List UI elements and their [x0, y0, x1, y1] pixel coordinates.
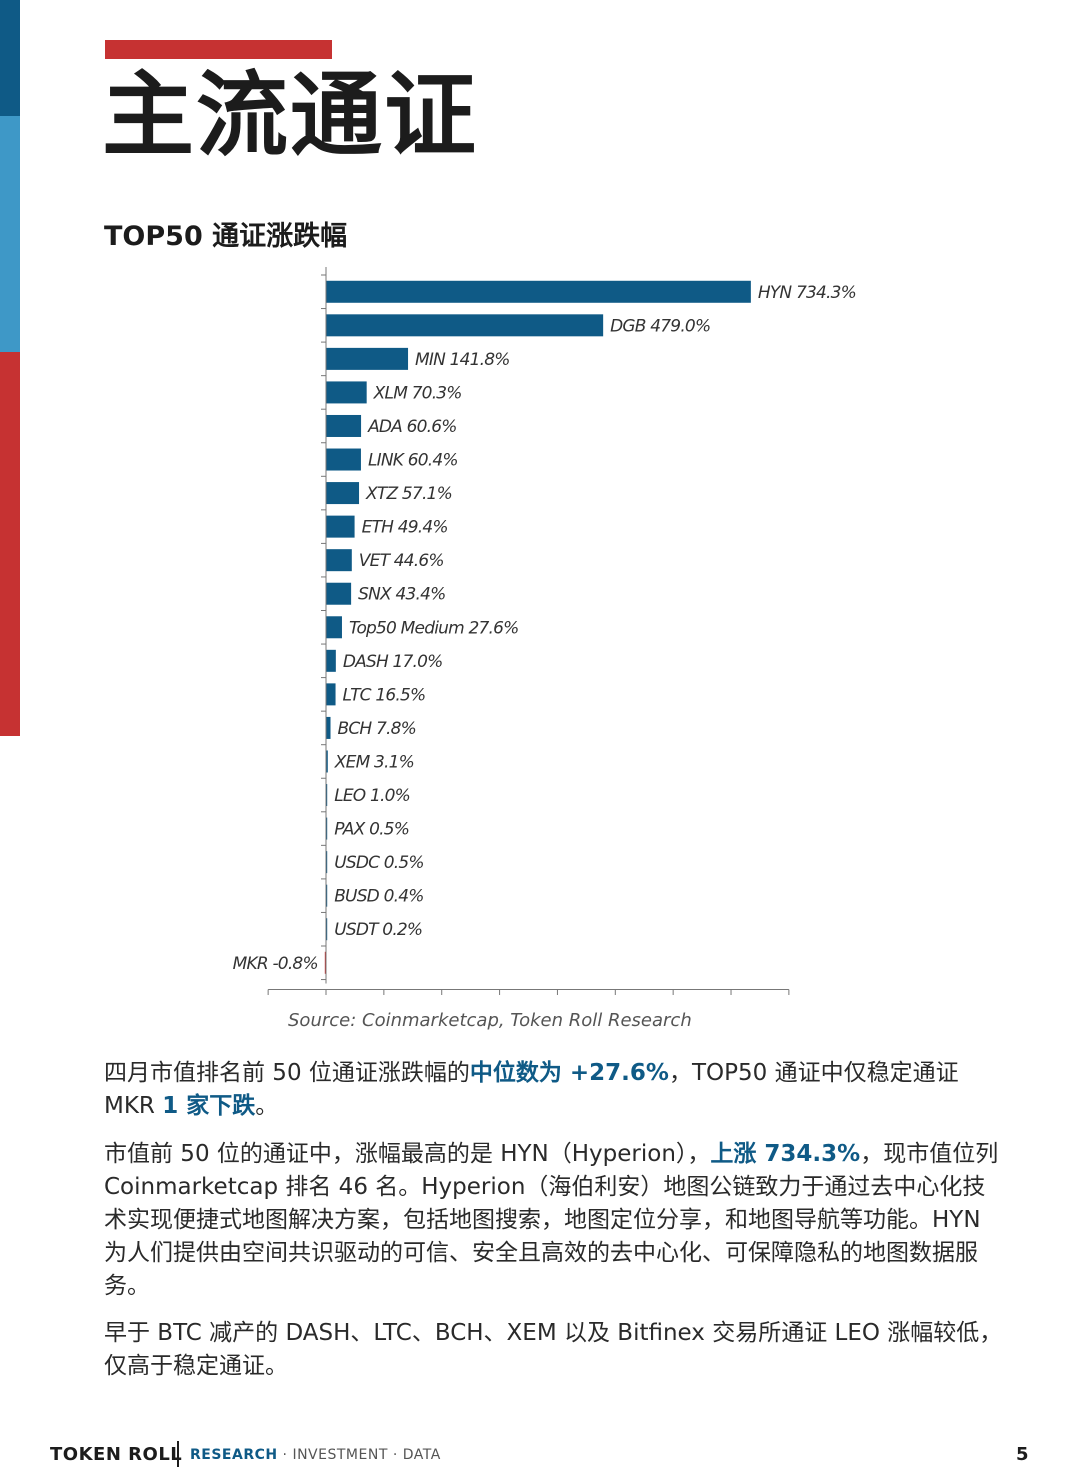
bar-chart: HYN 734.3% DGB 479.0% MIN 141.8% XLM 70.3% A… [233, 267, 857, 995]
bar-usdc [326, 851, 328, 874]
bar-label-top50-medium: Top50 Medium 27.6% [349, 618, 519, 638]
bar-link [326, 448, 361, 471]
bar-ltc [326, 683, 336, 706]
bar-usdt [326, 918, 328, 941]
chart-bars [324, 280, 751, 974]
chart-axes [267, 267, 790, 995]
page-title: 主流通证 [102, 62, 479, 169]
bar-leo [326, 784, 328, 807]
p1-text-a: 四月市值排名前 50 位通证涨跌幅的 [104, 1060, 470, 1086]
chart-source: Source: Coinmarketcap, Token Roll Resear… [288, 1010, 692, 1031]
bar-label-xlm: XLM 70.3% [373, 383, 462, 403]
footer-divider [177, 1441, 179, 1467]
bar-ada [326, 414, 362, 437]
side-stripe-red [0, 352, 20, 736]
bar-top50-medium [326, 616, 342, 639]
bar-bch [326, 716, 331, 739]
footer-brand: TOKEN ROLL [50, 1444, 183, 1465]
bar-label-xtz: XTZ 57.1% [365, 484, 452, 504]
bar-xem [326, 750, 328, 773]
bar-label-snx: SNX 43.4% [358, 585, 445, 605]
footer-tagline: RESEARCH · INVESTMENT · DATA [190, 1447, 441, 1463]
bar-label-link: LINK 60.4% [368, 451, 458, 471]
p1-text-e: 。 [255, 1093, 279, 1119]
bar-label-hyn: HYN 734.3% [758, 283, 856, 303]
chart-labels: HYN 734.3% DGB 479.0% MIN 141.8% XLM 70.3% A… [233, 283, 857, 974]
bar-label-usdt: USDT 0.2% [334, 920, 422, 940]
bar-dgb [326, 314, 604, 337]
p2-text-c: ，现市值位列 Coinmarketcap 排名 46 名。Hyperion（海伯… [104, 1141, 999, 1299]
chart-title: TOP50 通证涨跌幅 [104, 221, 348, 252]
bar-busd [326, 884, 328, 907]
bar-min [326, 347, 409, 370]
bar-label-ada: ADA 60.6% [367, 417, 457, 437]
bar-eth [326, 515, 355, 538]
bar-label-bch: BCH 7.8% [338, 719, 417, 739]
p1-text-c: ，TOP50 通证中仅稳定通证 MKR [104, 1060, 959, 1119]
bar-dash [326, 649, 336, 672]
bar-label-dgb: DGB 479.0% [610, 316, 710, 336]
bar-label-ltc: LTC 16.5% [343, 685, 426, 705]
bar-hyn [326, 280, 751, 303]
p1-highlight-median: 中位数为 +27.6% [469, 1060, 669, 1086]
bar-label-leo: LEO 1.0% [334, 786, 410, 806]
bar-label-vet: VET 44.6% [359, 551, 444, 571]
p2-text-a: 市值前 50 位的通证中，涨幅最高的是 HYN（Hyperion）， [104, 1141, 711, 1167]
bar-vet [326, 549, 352, 572]
bar-label-min: MIN 141.8% [415, 350, 510, 370]
title-accent-bar [105, 40, 332, 59]
bar-label-xem: XEM 3.1% [334, 752, 414, 772]
footer-research: RESEARCH [190, 1447, 278, 1463]
bar-label-busd: BUSD 0.4% [334, 887, 423, 907]
bar-label-dash: DASH 17.0% [343, 652, 443, 672]
bar-label-usdc: USDC 0.5% [334, 853, 424, 873]
footer-tagline-rest: · INVESTMENT · DATA [277, 1447, 441, 1463]
paragraph-halving: 早于 BTC 减产的 DASH、LTC、BCH、XEM 以及 Bitfinex … [104, 1320, 1003, 1379]
paragraph-median: 四月市值排名前 50 位通证涨跌幅的中位数为 +27.6%，TOP50 通证中仅… [104, 1057, 1004, 1123]
page-number: 5 [1016, 1444, 1029, 1465]
p1-highlight-decline: 1 家下跌 [162, 1093, 256, 1119]
paragraph-hyn: 市值前 50 位的通证中，涨幅最高的是 HYN（Hyperion），上涨 734… [104, 1138, 1004, 1303]
bar-snx [326, 582, 352, 605]
bar-pax [326, 817, 328, 840]
p2-highlight-rise: 上涨 734.3% [710, 1141, 861, 1167]
side-stripe-light-blue [0, 116, 20, 352]
page-footer: TOKEN ROLL RESEARCH · INVESTMENT · DATA … [0, 1438, 1080, 1467]
bar-xlm [326, 381, 367, 404]
bar-mkr [324, 951, 326, 974]
bar-label-pax: PAX 0.5% [334, 820, 409, 840]
bar-xtz [326, 482, 360, 505]
bar-label-mkr: MKR -0.8% [233, 954, 318, 974]
side-stripe-dark-blue [0, 0, 20, 116]
bar-label-eth: ETH 49.4% [362, 518, 448, 538]
